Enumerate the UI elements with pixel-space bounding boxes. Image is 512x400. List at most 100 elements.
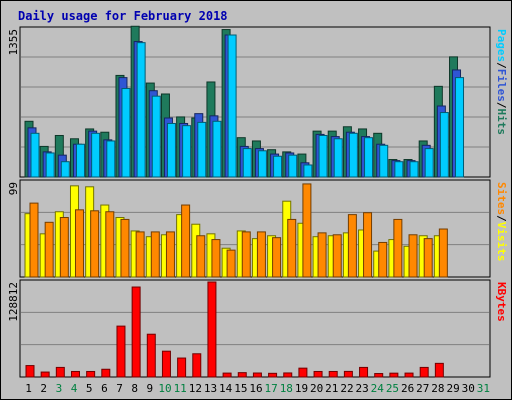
- bar-kbytes: [161, 350, 171, 378]
- bar-pages: [227, 34, 237, 178]
- bar-pages: [318, 134, 328, 178]
- bar-sites: [150, 231, 160, 278]
- bar-kbytes: [86, 370, 96, 378]
- chart-title: Daily usage for February 2018: [18, 9, 228, 23]
- bar-sites: [74, 209, 84, 278]
- series-label-part: Files: [495, 69, 508, 102]
- x-tick-label: 4: [71, 382, 78, 395]
- bar-kbytes: [25, 365, 35, 378]
- bar-sites: [287, 218, 297, 278]
- series-label: KBytes: [495, 282, 508, 322]
- x-tick-label: 20: [310, 382, 323, 395]
- series-label-part: Sites: [495, 182, 508, 215]
- bar-sites: [393, 218, 403, 278]
- x-tick-label: 1: [25, 382, 32, 395]
- bar-sites: [90, 210, 100, 278]
- series-label-part: Hits: [495, 109, 508, 136]
- x-tick-label: 5: [86, 382, 93, 395]
- bar-pages: [197, 121, 207, 178]
- bar-sites: [363, 212, 373, 278]
- x-tick-label: 21: [325, 382, 338, 395]
- x-tick-label: 10: [158, 382, 171, 395]
- bar-kbytes: [374, 373, 384, 378]
- bar-kbytes: [359, 366, 369, 378]
- x-tick-label: 27: [416, 382, 429, 395]
- bar-kbytes: [146, 333, 156, 378]
- x-tick-label: 30: [462, 382, 475, 395]
- bar-kbytes: [419, 366, 429, 378]
- bar-pages: [273, 155, 283, 178]
- x-tick-label: 9: [147, 382, 154, 395]
- bar-kbytes: [222, 372, 232, 378]
- bar-kbytes: [404, 372, 414, 378]
- bar-kbytes: [116, 325, 126, 378]
- bar-sites: [59, 217, 69, 278]
- bar-kbytes: [268, 372, 278, 378]
- series-label: Sites/Visits: [495, 182, 508, 262]
- x-tick-label: 17: [265, 382, 278, 395]
- bar-kbytes: [192, 353, 202, 378]
- bar-sites: [317, 232, 327, 278]
- bar-kbytes: [298, 367, 308, 378]
- bar-pages: [288, 154, 298, 178]
- bar-sites: [272, 237, 282, 278]
- bar-sites: [332, 234, 342, 278]
- bar-sites: [196, 235, 206, 278]
- x-tick-label: 14: [219, 382, 233, 395]
- bar-pages: [424, 148, 434, 178]
- bar-sites: [44, 221, 54, 278]
- bar-kbytes: [70, 370, 80, 378]
- bar-pages: [439, 112, 449, 178]
- bar-kbytes: [131, 286, 141, 378]
- x-tick-label: 15: [234, 382, 247, 395]
- visits-panel: 99 Sites/Visits: [7, 179, 508, 278]
- bar-kbytes: [55, 366, 65, 378]
- bar-sites: [378, 241, 388, 278]
- x-tick-label: 19: [295, 382, 308, 395]
- bar-sites: [211, 239, 221, 278]
- series-label-part: Visits: [495, 222, 508, 262]
- x-tick-label: 31: [477, 382, 490, 395]
- y-max-label: 99: [7, 182, 20, 195]
- x-tick-label: 28: [431, 382, 444, 395]
- bar-kbytes: [207, 281, 217, 378]
- bar-kbytes: [101, 368, 111, 378]
- series-label-part: KBytes: [495, 282, 508, 322]
- bar-pages: [60, 161, 70, 178]
- x-tick-label: 3: [56, 382, 63, 395]
- x-tick-label: 16: [249, 382, 262, 395]
- x-tick-label: 26: [401, 382, 414, 395]
- bar-sites: [226, 249, 236, 278]
- bar-pages: [348, 132, 358, 178]
- bar-sites: [241, 231, 251, 278]
- bar-pages: [91, 132, 101, 178]
- bar-kbytes: [389, 372, 399, 378]
- kbytes-panel: 128812 KBytes: [7, 279, 508, 378]
- bar-sites: [302, 183, 312, 278]
- x-tick-label: 22: [340, 382, 353, 395]
- x-tick-label: 2: [40, 382, 47, 395]
- hits-panel: 1355 Pages/Files/Hits: [7, 25, 508, 178]
- bar-pages: [303, 164, 313, 178]
- bar-sites: [181, 204, 191, 278]
- bar-pages: [182, 125, 192, 178]
- series-label-part: Pages: [495, 29, 508, 62]
- bar-pages: [364, 137, 374, 178]
- bar-pages: [151, 95, 161, 178]
- bar-pages: [257, 150, 267, 178]
- bar-sites: [347, 214, 357, 278]
- y-max-label: 128812: [7, 282, 20, 322]
- bar-sites: [256, 231, 266, 278]
- x-tick-label: 18: [280, 382, 293, 395]
- bar-pages: [212, 120, 222, 178]
- bar-pages: [242, 148, 252, 178]
- bar-kbytes: [40, 371, 50, 378]
- x-tick-label: 12: [189, 382, 202, 395]
- bar-pages: [455, 77, 465, 178]
- bar-kbytes: [313, 370, 323, 378]
- y-max-label: 1355: [7, 29, 20, 56]
- bar-pages: [379, 144, 389, 178]
- x-tick-label: 29: [446, 382, 459, 395]
- bar-kbytes: [177, 357, 187, 378]
- bar-pages: [30, 132, 40, 178]
